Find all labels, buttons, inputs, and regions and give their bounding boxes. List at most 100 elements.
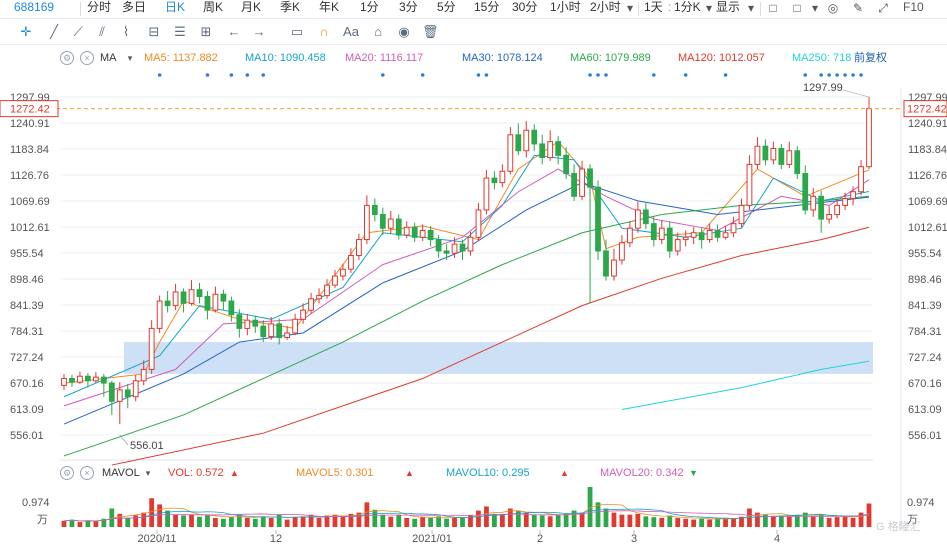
pencil-icon[interactable]: ✎	[852, 1, 864, 15]
candle-body	[459, 243, 466, 252]
candle-body	[220, 293, 227, 302]
signal-dot	[683, 73, 688, 77]
chevron-down-icon[interactable]: ▾	[811, 1, 819, 15]
y-tick-label-left: 727.24	[10, 352, 44, 364]
volume-bar	[595, 502, 601, 527]
tab-1min[interactable]: 1分	[360, 0, 379, 14]
tab-5min[interactable]: 5分	[437, 0, 456, 14]
lock-icon[interactable]: ⌂	[374, 24, 382, 39]
chevron-down-icon[interactable]: ▾	[127, 53, 133, 63]
f10-button[interactable]: F10	[903, 0, 924, 14]
candle-body	[722, 232, 729, 238]
arrow-left-icon[interactable]: ←	[227, 24, 241, 39]
candle-body	[467, 236, 474, 252]
tab-multi-day[interactable]: 多日	[122, 0, 147, 14]
candle-body	[642, 209, 649, 225]
mavol10-value: MAVOL10: 0.295	[446, 467, 530, 479]
y-tick-label-right: 1240.91	[908, 118, 947, 130]
candle-body	[483, 177, 490, 211]
tab-weekly-k[interactable]: 周K	[203, 0, 224, 14]
candle-body	[531, 129, 538, 145]
tab-yearly-k[interactable]: 年K	[319, 0, 340, 14]
volume-bar	[109, 508, 115, 527]
square-icon[interactable]: □	[793, 1, 801, 15]
candle-body	[276, 323, 283, 339]
arrow-right-icon[interactable]: →	[252, 24, 266, 39]
tab-monthly-k[interactable]: 月K	[241, 0, 262, 14]
tab-timeshare[interactable]: 分时	[87, 0, 112, 14]
vol-value: VOL: 0.572	[168, 467, 224, 479]
toolbar-divider	[760, 2, 761, 16]
trash-icon[interactable]: 🗑	[422, 24, 439, 39]
volume-bar	[228, 516, 234, 527]
ray-tool-icon[interactable]: ⟋	[73, 24, 83, 39]
y-tick-label-left: 1012.61	[10, 222, 50, 234]
signal-dot	[604, 73, 608, 77]
tab-15min[interactable]: 15分	[474, 0, 500, 14]
volume-bar	[173, 514, 178, 527]
rectangle-tool-icon[interactable]: ▭	[290, 24, 304, 39]
candle-body	[698, 232, 705, 241]
candle-body	[204, 296, 211, 311]
channel-tool-icon[interactable]: ⊟	[148, 24, 160, 39]
volume-bar	[507, 508, 513, 527]
globe-icon[interactable]: ◎	[827, 1, 839, 15]
candle-body	[316, 295, 322, 300]
ma60-line	[63, 195, 870, 457]
volume-bar	[404, 517, 410, 527]
volume-bar	[332, 514, 338, 527]
tab-1hour[interactable]: 1小时	[550, 0, 581, 14]
close-icon[interactable]: ×	[80, 51, 94, 65]
square-icon[interactable]: □	[769, 1, 777, 15]
parallel-tool-icon[interactable]: ⫽	[99, 24, 105, 39]
date-axis: 2020/11 12 2021/01 2 3 4	[138, 530, 780, 545]
volume-bar	[707, 519, 712, 527]
text-tool-icon[interactable]: Aa	[343, 24, 359, 39]
crosshair-icon[interactable]: ✛	[20, 24, 32, 39]
adjust-mode-button[interactable]: 前复权	[854, 52, 887, 64]
y-tick-label-right: 1126.76	[908, 170, 947, 182]
ma250-value: MA250: 718	[792, 52, 852, 64]
tab-quarterly-k[interactable]: 季K	[280, 0, 301, 14]
tab-1day[interactable]: 1天	[644, 0, 663, 14]
y-tick-label-left: 556.01	[10, 430, 44, 442]
signal-dot	[859, 73, 863, 77]
tab-1min-k[interactable]: 1分K	[674, 0, 701, 14]
line-tool-icon[interactable]: ╱	[50, 24, 58, 39]
display-menu[interactable]: 显示	[716, 0, 741, 14]
settings-icon[interactable]: ⚙	[60, 51, 74, 65]
tab-daily-k[interactable]: 日K	[165, 0, 186, 14]
candle-body	[523, 129, 530, 152]
chevron-down-icon[interactable]: ▾	[626, 1, 634, 15]
chevron-down-icon[interactable]: ▾	[747, 1, 755, 15]
volume-bar	[244, 517, 250, 527]
settings-icon[interactable]: ⚙	[60, 466, 74, 480]
signal-dot	[596, 73, 600, 77]
fibonacci-tool-icon[interactable]: ☰	[174, 24, 186, 39]
chevron-down-icon[interactable]: ▾	[705, 1, 713, 15]
magnet-icon[interactable]: ∩	[319, 24, 329, 39]
tab-30min[interactable]: 30分	[512, 0, 538, 14]
wave-tool-icon[interactable]: ⌇	[122, 24, 130, 39]
signal-dot	[803, 73, 808, 77]
volume-bar	[316, 517, 322, 527]
chevron-down-icon[interactable]: ▾	[145, 468, 151, 478]
volume-bar	[842, 516, 848, 527]
watermark-logo: G 格隆汇	[876, 521, 921, 533]
candle-body	[834, 204, 841, 216]
tab-3min[interactable]: 3分	[399, 0, 418, 14]
y-tick-label-left: 670.16	[10, 378, 44, 390]
close-icon[interactable]: ×	[80, 466, 94, 480]
expand-icon[interactable]: ⤢	[878, 1, 888, 15]
eye-icon[interactable]: ◉	[398, 24, 410, 39]
candle-body	[308, 298, 314, 311]
ma30-line	[63, 182, 870, 425]
y-tick-label-right: 1183.84	[908, 144, 947, 156]
volume-bar	[611, 512, 617, 527]
tab-2hour[interactable]: 2小时	[590, 0, 621, 14]
candle-body	[212, 293, 219, 311]
gann-tool-icon[interactable]: ⊞	[200, 24, 212, 39]
volume-bar	[205, 514, 210, 527]
volume-bar	[794, 514, 800, 527]
